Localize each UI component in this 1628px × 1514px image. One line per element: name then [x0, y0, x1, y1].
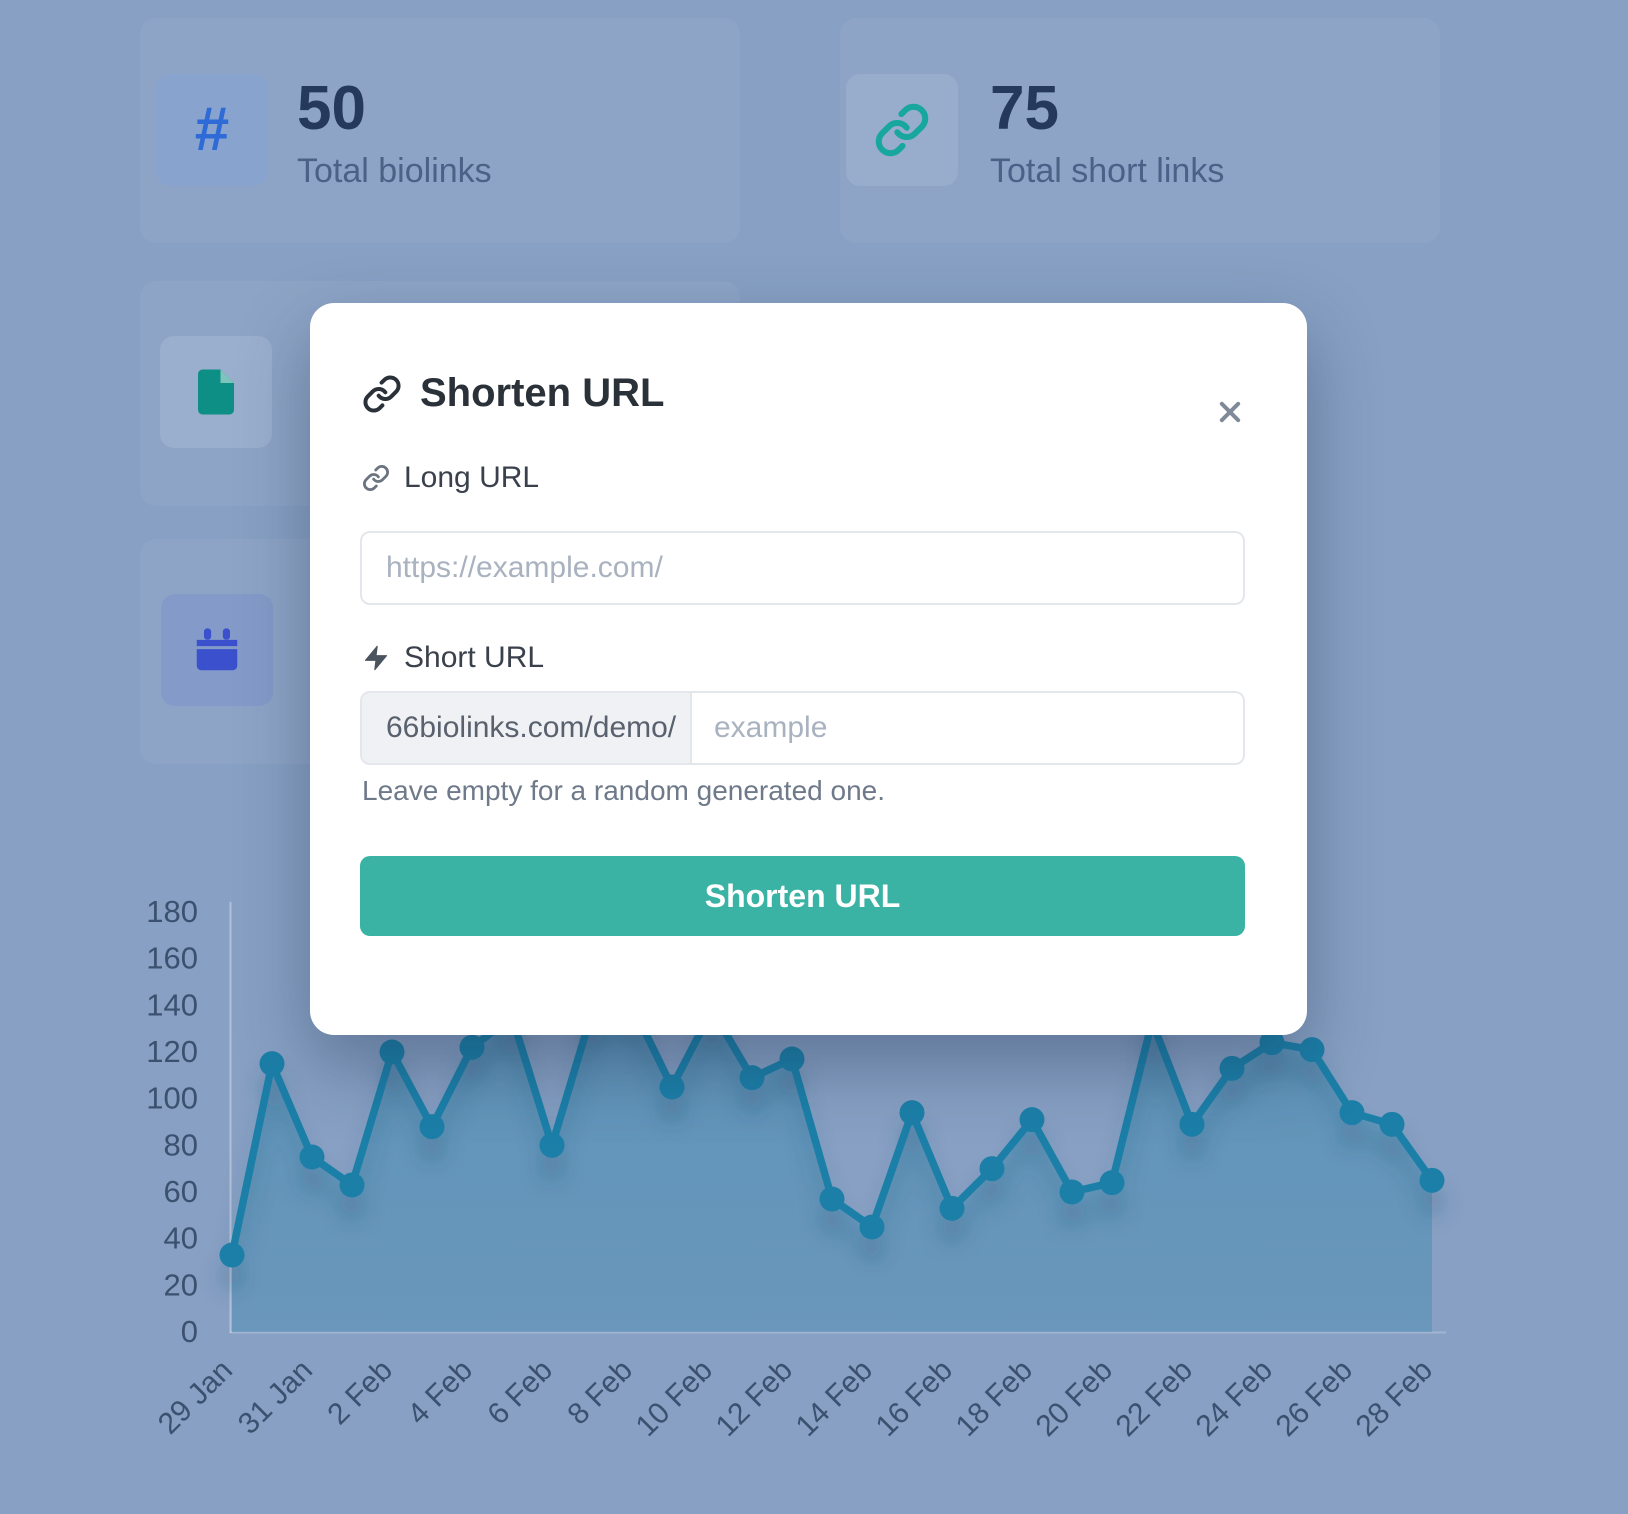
chart-point	[939, 1195, 965, 1221]
chart-point	[1259, 1030, 1285, 1056]
stat-card-short-links: 75 Total short links	[840, 18, 1440, 243]
chart-point	[539, 1132, 565, 1158]
link-icon	[874, 102, 930, 158]
x-tick-label: 10 Feb	[630, 1354, 719, 1443]
long-url-input[interactable]	[360, 531, 1245, 605]
chart-point	[859, 1214, 885, 1240]
chart-point	[779, 1046, 805, 1072]
chart-point	[1019, 1107, 1045, 1133]
x-tick-label: 12 Feb	[710, 1354, 799, 1443]
hash-icon-tile: #	[156, 74, 268, 186]
y-tick-label: 80	[164, 1127, 198, 1162]
x-tick-label: 8 Feb	[561, 1354, 639, 1432]
chart-point	[739, 1065, 765, 1091]
x-tick-label: 6 Feb	[481, 1354, 559, 1432]
x-tick-label: 4 Feb	[401, 1354, 479, 1432]
hash-icon: #	[194, 95, 230, 164]
modal-title: Shorten URL	[420, 371, 665, 415]
chart-point	[299, 1144, 325, 1170]
chart-point	[1099, 1170, 1125, 1196]
y-tick-label: 60	[164, 1174, 198, 1209]
chart-point	[979, 1156, 1005, 1182]
chart-point	[219, 1242, 245, 1268]
stat-label: Total biolinks	[297, 152, 492, 190]
chart-point	[379, 1039, 405, 1065]
link-icon-tile	[846, 74, 958, 186]
short-url-prefix: 66biolinks.com/demo/	[362, 693, 692, 763]
close-icon	[1216, 398, 1244, 426]
stat-value: 75	[990, 74, 1059, 143]
bolt-icon	[362, 644, 390, 672]
y-tick-label: 120	[146, 1034, 198, 1069]
short-url-input-group: 66biolinks.com/demo/	[360, 691, 1245, 765]
stat-value: 50	[297, 74, 366, 143]
x-tick-label: 16 Feb	[870, 1354, 959, 1443]
x-tick-label: 14 Feb	[790, 1354, 879, 1443]
short-url-label: Short URL	[404, 641, 545, 674]
x-tick-label: 22 Feb	[1110, 1354, 1199, 1443]
shorten-url-modal: Shorten URL Long URL Short URL 66biolink…	[310, 303, 1307, 1035]
y-tick-label: 100	[146, 1081, 198, 1116]
chart-point	[1059, 1179, 1085, 1205]
close-button[interactable]	[1206, 388, 1254, 436]
x-tick-label: 2 Feb	[321, 1354, 399, 1432]
chart-point	[1339, 1100, 1365, 1126]
shorten-url-button[interactable]: Shorten URL	[360, 856, 1245, 936]
link-icon	[362, 374, 402, 414]
chart-point	[259, 1051, 285, 1077]
stat-card-biolinks: # 50 Total biolinks	[140, 18, 740, 243]
long-url-label-row: Long URL	[362, 461, 539, 495]
calendar-icon	[190, 623, 244, 677]
long-url-label: Long URL	[404, 461, 540, 494]
short-url-label-row: Short URL	[362, 641, 544, 675]
chart-point	[1379, 1111, 1405, 1137]
chart-point	[339, 1172, 365, 1198]
chart-point	[1219, 1055, 1245, 1081]
y-tick-label: 160	[146, 941, 198, 976]
chart-point	[819, 1186, 845, 1212]
link-icon	[362, 464, 390, 492]
chart-point	[659, 1074, 685, 1100]
x-tick-label: 24 Feb	[1190, 1354, 1279, 1443]
short-url-input[interactable]	[692, 693, 1243, 763]
short-url-help: Leave empty for a random generated one.	[362, 775, 886, 806]
stat-label: Total short links	[990, 152, 1225, 190]
chart-point	[459, 1034, 485, 1060]
x-tick-label: 29 Jan	[152, 1354, 239, 1441]
y-tick-label: 140	[146, 987, 198, 1022]
x-tick-label: 26 Feb	[1270, 1354, 1359, 1443]
x-tick-label: 20 Feb	[1030, 1354, 1119, 1443]
chart-point	[1179, 1111, 1205, 1137]
document-icon-tile	[160, 336, 272, 448]
modal-header: Shorten URL	[362, 371, 664, 416]
x-tick-label: 28 Feb	[1350, 1354, 1439, 1443]
x-tick-label: 18 Feb	[950, 1354, 1039, 1443]
y-tick-label: 0	[181, 1314, 198, 1349]
y-tick-label: 20	[164, 1267, 198, 1302]
chart-point	[1419, 1167, 1445, 1193]
chart-point	[1299, 1037, 1325, 1063]
calendar-icon-tile	[161, 594, 273, 706]
y-tick-label: 180	[146, 894, 198, 929]
chart-point	[419, 1114, 445, 1140]
x-tick-label: 31 Jan	[232, 1354, 319, 1441]
chart-point	[899, 1100, 925, 1126]
document-icon	[189, 365, 243, 419]
y-tick-label: 40	[164, 1221, 198, 1256]
